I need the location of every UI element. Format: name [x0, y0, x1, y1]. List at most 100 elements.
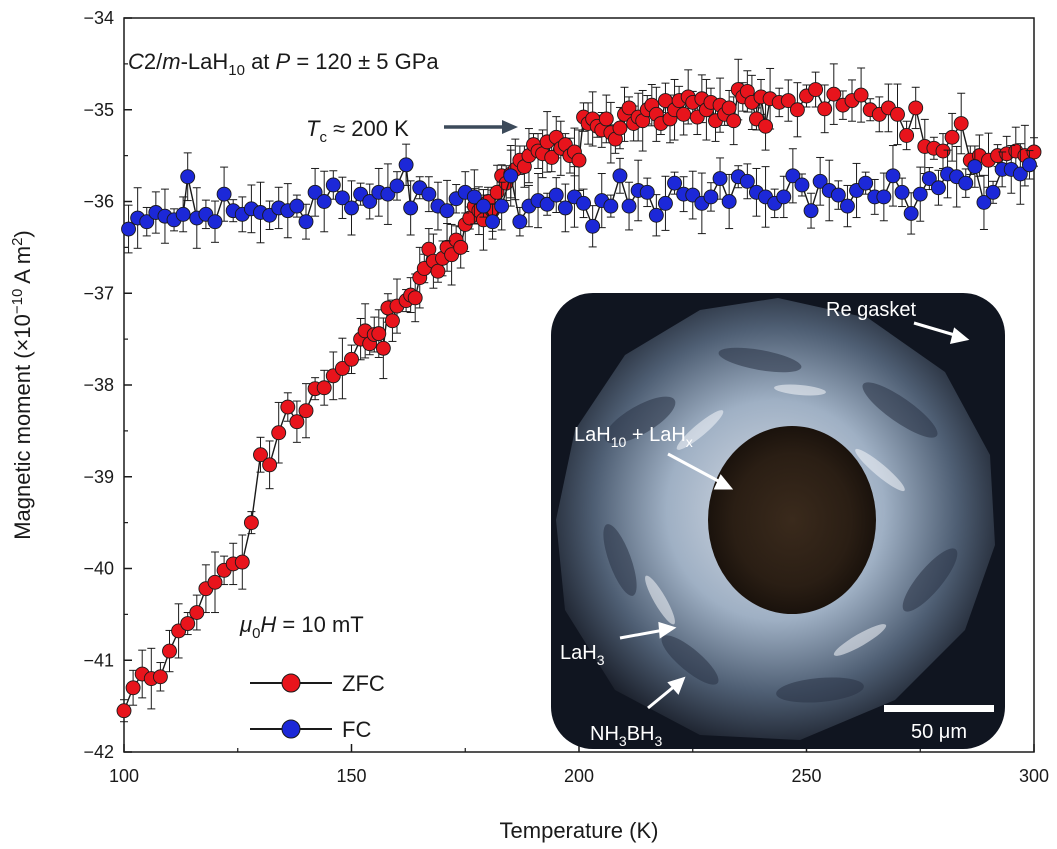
series-zfc: [116, 58, 1042, 723]
data-point: [262, 457, 278, 473]
y-tick-label: −37: [83, 283, 114, 303]
svg-text:Tc ≈ 200 K: Tc ≈ 200 K: [306, 116, 409, 146]
data-point: [121, 221, 137, 237]
data-point: [648, 207, 664, 223]
field-annotation: μ0H = 10 mT: [239, 612, 364, 642]
data-point: [389, 178, 405, 194]
legend-entry-fc: FC: [250, 717, 371, 742]
data-point: [721, 194, 737, 209]
data-point: [162, 643, 177, 659]
inset-label-re-gasket: Re gasket: [826, 299, 916, 321]
data-point: [598, 111, 614, 127]
data-point: [453, 239, 469, 255]
data-point: [803, 203, 819, 219]
data-point: [908, 100, 924, 116]
legend-label-zfc: ZFC: [342, 671, 385, 696]
data-point: [371, 326, 387, 342]
data-point: [476, 198, 491, 214]
axis-ticks: 100 150 200 250 300 −34 −35 −36 −37 −38 −39 −40 −41 −…: [83, 8, 1049, 786]
inset-label-lah3: LaH3: [560, 642, 605, 668]
data-point: [334, 190, 350, 206]
data-point: [676, 106, 692, 122]
data-point: [362, 194, 378, 209]
data-point: [958, 175, 974, 191]
data-point: [794, 177, 810, 193]
data-point: [876, 189, 892, 205]
data-point: [375, 340, 391, 356]
data-point: [116, 703, 132, 719]
y-tick-label: −36: [83, 192, 114, 212]
data-point: [571, 152, 587, 168]
data-point: [271, 425, 287, 441]
data-point: [207, 574, 223, 590]
data-point: [253, 447, 268, 463]
data-point: [739, 173, 755, 189]
data-point: [703, 189, 719, 205]
data-point: [830, 187, 846, 203]
data-point: [316, 380, 332, 396]
data-point: [621, 198, 637, 214]
data-point: [180, 169, 196, 185]
x-tick-label: 200: [564, 766, 594, 786]
data-point: [539, 196, 555, 212]
x-tick-label: 300: [1019, 766, 1049, 786]
data-point: [557, 200, 573, 216]
data-point: [125, 680, 141, 696]
data-point: [585, 218, 601, 234]
data-point: [385, 313, 400, 329]
data-point: [785, 168, 801, 184]
legend-label-fc: FC: [342, 717, 371, 742]
data-point: [576, 195, 591, 211]
data-point: [298, 403, 314, 419]
data-point: [503, 168, 519, 184]
data-point: [812, 173, 828, 189]
y-tick-label: −39: [83, 467, 114, 487]
inset-micrograph: Re gasket LaH10 + LaHx LaH3 NH3BH3 50 μm: [551, 293, 1005, 749]
y-tick-label: −42: [83, 742, 114, 762]
legend-entry-zfc: ZFC: [250, 671, 385, 696]
data-point: [935, 143, 951, 159]
data-point: [494, 198, 510, 214]
y-tick-label: −40: [83, 559, 114, 579]
data-point: [890, 106, 905, 122]
data-point: [712, 171, 728, 187]
data-point: [953, 116, 969, 131]
data-point: [439, 203, 455, 219]
data-point: [658, 195, 673, 211]
data-point: [885, 168, 901, 184]
y-axis-label: Magnetic moment (×10−10 A m2): [9, 230, 35, 540]
data-point: [789, 102, 805, 118]
data-point: [976, 194, 992, 210]
data-point: [289, 414, 305, 430]
data-point: [485, 214, 500, 230]
data-point: [921, 171, 937, 187]
data-point: [899, 127, 915, 143]
data-point: [808, 82, 824, 98]
data-point: [667, 175, 682, 191]
data-point: [180, 616, 196, 631]
data-point: [421, 186, 437, 202]
data-point: [334, 361, 350, 376]
x-tick-label: 100: [109, 766, 139, 786]
data-point: [1021, 157, 1037, 173]
data-point: [603, 198, 619, 214]
data-point: [903, 205, 919, 221]
data-point: [776, 189, 792, 205]
data-point: [985, 184, 1001, 200]
data-point: [840, 198, 855, 214]
data-point: [398, 157, 414, 173]
y-tick-label: −35: [83, 100, 114, 120]
data-point: [403, 200, 419, 216]
data-point: [289, 198, 305, 214]
data-point: [639, 184, 655, 200]
tc-annotation: Tc ≈ 200 K: [306, 116, 518, 146]
data-point: [280, 399, 296, 415]
data-point: [152, 669, 168, 685]
data-point: [243, 515, 259, 531]
data-point: [780, 93, 796, 109]
x-tick-label: 150: [336, 766, 366, 786]
data-point: [967, 159, 983, 175]
data-point: [726, 113, 742, 129]
inset-label-nh3bh3: NH3BH3: [590, 723, 662, 749]
